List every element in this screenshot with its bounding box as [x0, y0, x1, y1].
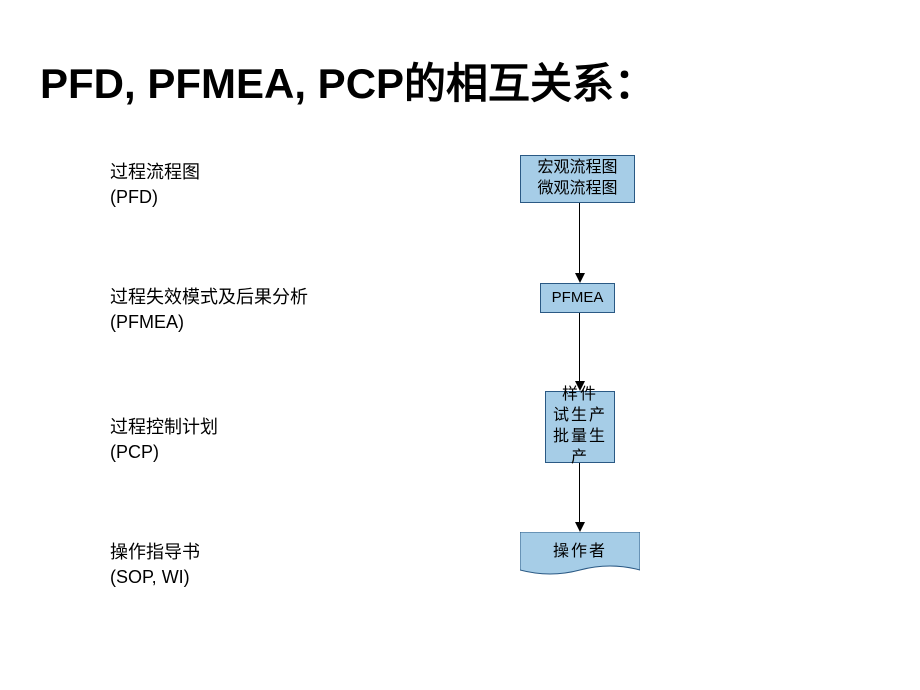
- flow-node-pfmea-text: PFMEA: [552, 288, 604, 308]
- flow-node-pcp: 样件试生产批量生产: [545, 391, 615, 463]
- label-pfd-line2: (PFD): [110, 185, 200, 210]
- label-sop-line1: 操作指导书: [110, 540, 200, 565]
- page-title: PFD, PFMEA, PCP的相互关系：: [40, 50, 656, 111]
- label-pcp: 过程控制计划 (PCP): [110, 415, 218, 465]
- arrow-1-head: [575, 273, 585, 283]
- flow-node-pcp-text: 样件试生产批量生产: [546, 385, 614, 468]
- label-pfd-line1: 过程流程图: [110, 160, 200, 185]
- arrow-1-line: [579, 203, 580, 273]
- label-pcp-line1: 过程控制计划: [110, 415, 218, 440]
- label-pfmea: 过程失效模式及后果分析 (PFMEA): [110, 285, 308, 335]
- flow-node-operator-text: 操作者: [553, 542, 607, 563]
- label-sop: 操作指导书 (SOP, WI): [110, 540, 200, 590]
- label-pfd: 过程流程图 (PFD): [110, 160, 200, 210]
- flow-node-pfmea: PFMEA: [540, 283, 615, 313]
- label-pcp-line2: (PCP): [110, 440, 218, 465]
- label-sop-line2: (SOP, WI): [110, 565, 200, 590]
- flow-node-pfd: 宏观流程图微观流程图: [520, 155, 635, 203]
- arrow-3-head: [575, 522, 585, 532]
- label-pfmea-line1: 过程失效模式及后果分析: [110, 285, 308, 310]
- flow-node-pfd-text: 宏观流程图微观流程图: [537, 158, 617, 200]
- label-pfmea-line2: (PFMEA): [110, 310, 308, 335]
- arrow-2-line: [579, 313, 580, 381]
- arrow-3-line: [579, 463, 580, 522]
- flow-node-operator: 操作者: [520, 532, 640, 572]
